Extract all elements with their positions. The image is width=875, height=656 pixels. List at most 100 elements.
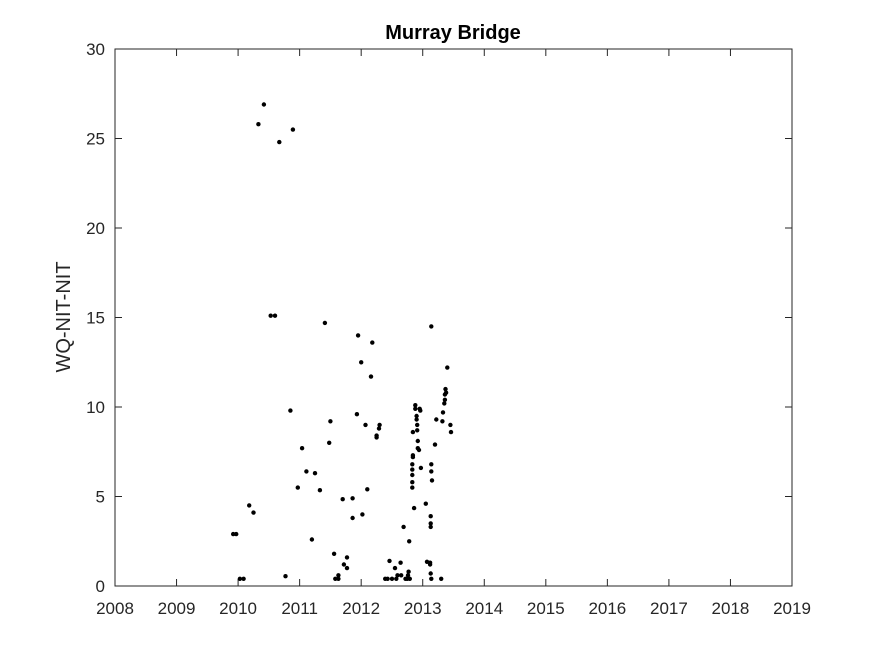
- data-point: [312, 471, 318, 476]
- data-point: [304, 469, 309, 474]
- data-point: [406, 569, 411, 574]
- data-point: [322, 320, 328, 326]
- data-point: [407, 539, 412, 544]
- data-point: [429, 478, 435, 483]
- x-tick-label: 2018: [712, 599, 750, 618]
- x-tick-label: 2013: [404, 599, 442, 618]
- data-point: [410, 429, 416, 435]
- data-point: [429, 469, 434, 474]
- data-point: [429, 462, 434, 467]
- data-point: [389, 576, 395, 581]
- y-tick-label: 30: [86, 40, 105, 59]
- chart-title: Murray Bridge: [385, 22, 521, 44]
- data-point: [428, 571, 433, 576]
- x-tick-label: 2019: [773, 599, 811, 618]
- data-point: [333, 576, 338, 581]
- data-point: [344, 555, 350, 560]
- data-point: [410, 462, 415, 467]
- data-point: [429, 576, 434, 581]
- data-point: [410, 472, 415, 478]
- data-point: [442, 397, 448, 402]
- data-point: [414, 417, 419, 422]
- data-point: [327, 440, 332, 445]
- data-point: [277, 139, 282, 145]
- data-point: [344, 565, 350, 571]
- data-points: [231, 102, 454, 581]
- x-tick-label: 2012: [342, 599, 380, 618]
- data-point: [439, 576, 444, 581]
- x-tick-label: 2017: [650, 599, 688, 618]
- data-point: [350, 515, 355, 521]
- data-point: [443, 390, 449, 395]
- data-point: [429, 324, 434, 329]
- data-point: [283, 574, 288, 579]
- data-point: [432, 442, 438, 447]
- data-point: [434, 417, 439, 422]
- data-point: [410, 467, 415, 472]
- data-point: [416, 447, 422, 453]
- x-tick-label: 2010: [219, 599, 257, 618]
- data-point: [423, 501, 428, 506]
- x-tick-label: 2014: [465, 599, 503, 618]
- data-point: [288, 408, 293, 413]
- data-point: [247, 503, 252, 508]
- data-point: [241, 576, 246, 581]
- y-tick-label: 10: [86, 398, 105, 417]
- data-point: [399, 573, 404, 578]
- data-point: [428, 524, 433, 530]
- data-point: [336, 576, 341, 581]
- axes-box: [114, 48, 793, 587]
- x-tick-label: 2016: [588, 599, 626, 618]
- data-point: [368, 374, 374, 379]
- x-tick-label: 2015: [527, 599, 565, 618]
- data-point: [398, 560, 403, 565]
- x-axis: 2008 2009 2010 2011 2012 2013 2014 2015 2016 2017…: [96, 49, 811, 618]
- data-point: [328, 419, 333, 424]
- y-tick-label: 25: [86, 130, 105, 149]
- data-point: [407, 576, 412, 581]
- x-tick-label: 2011: [281, 599, 318, 618]
- data-point: [331, 551, 337, 556]
- data-point: [354, 412, 360, 417]
- plot-area: 2008 2009 2010 2011 2012 2013 2014 2015 2016 2017…: [86, 40, 811, 618]
- data-point: [410, 480, 415, 485]
- x-tick-label: 2009: [158, 599, 196, 618]
- data-point: [234, 531, 239, 537]
- data-point: [414, 413, 419, 419]
- y-tick-label: 20: [86, 219, 105, 238]
- data-point: [395, 573, 400, 578]
- data-point: [440, 419, 445, 424]
- data-point: [428, 521, 433, 526]
- data-point: [317, 488, 323, 493]
- data-point: [443, 386, 448, 392]
- data-point: [336, 573, 341, 578]
- data-point: [448, 422, 453, 428]
- data-point: [251, 510, 256, 515]
- data-point: [428, 514, 433, 519]
- data-point: [415, 438, 420, 444]
- y-axis: 0 5 10 15 20 25 30: [86, 40, 792, 596]
- data-point: [440, 410, 446, 415]
- y-tick-label: 0: [96, 577, 105, 596]
- data-point: [445, 365, 450, 370]
- data-point: [418, 465, 424, 471]
- data-point: [374, 433, 379, 438]
- data-point: [410, 453, 416, 458]
- data-point: [341, 562, 347, 567]
- data-point: [418, 408, 423, 413]
- data-point: [360, 512, 365, 517]
- y-tick-label: 15: [86, 309, 105, 328]
- data-point: [377, 422, 382, 428]
- data-point: [405, 573, 411, 578]
- data-point: [411, 505, 417, 511]
- data-point: [413, 403, 418, 408]
- data-point: [299, 446, 305, 451]
- data-point: [295, 485, 300, 490]
- data-point: [385, 576, 390, 581]
- data-point: [376, 426, 382, 431]
- data-point: [413, 406, 418, 411]
- data-point: [256, 122, 261, 127]
- data-point: [237, 576, 243, 581]
- data-point: [410, 485, 415, 490]
